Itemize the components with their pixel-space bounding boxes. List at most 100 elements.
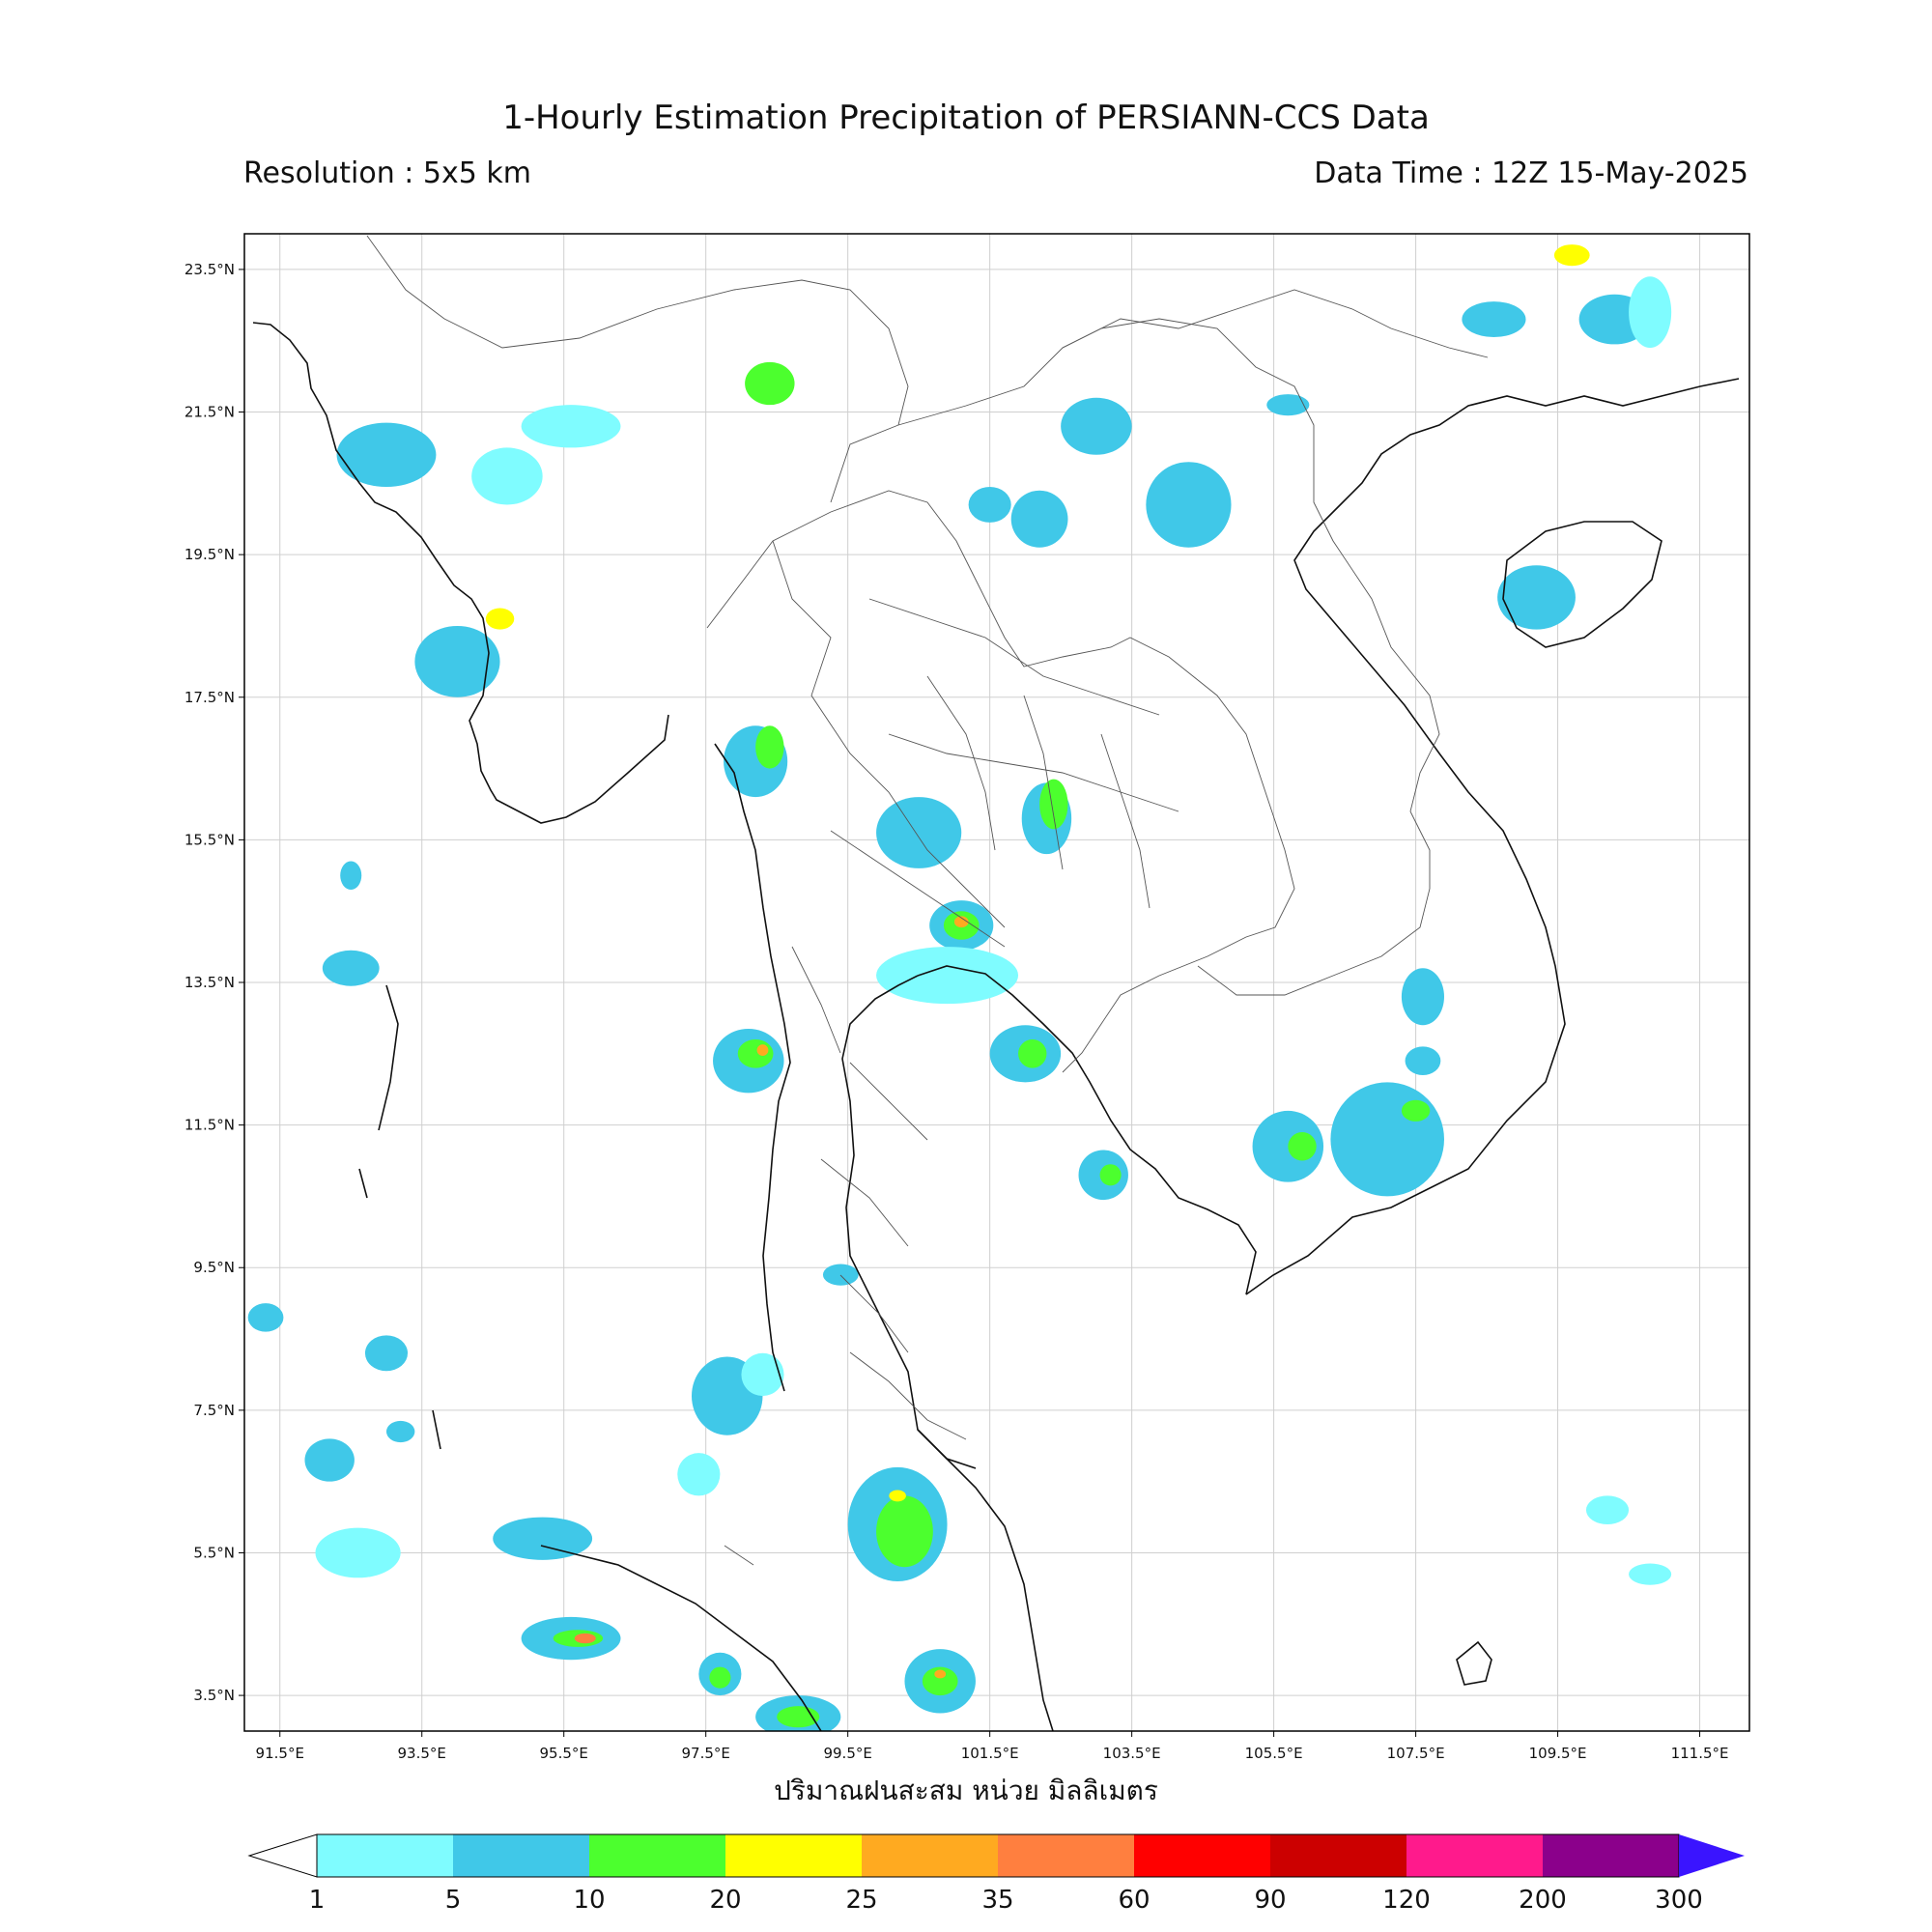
border-china — [1062, 289, 1489, 358]
colorbar-box — [317, 1834, 453, 1877]
colorbar-under-arrow — [247, 1833, 318, 1878]
colorbar-box — [725, 1834, 862, 1877]
lat-tick-label: 19.5°N — [185, 546, 235, 563]
rain-cell — [1018, 1039, 1047, 1068]
colorbar-box — [1270, 1834, 1406, 1877]
rain-cell — [1039, 779, 1068, 830]
rain-cell — [1585, 1495, 1630, 1524]
border-myanmar — [366, 235, 909, 426]
colorbar-level-label: 25 — [845, 1886, 877, 1915]
lat-tick-label: 21.5°N — [185, 404, 235, 421]
axis-ticks: 91.5°E 93.5°E 95.5°E 97.5°E 99.5°E 101.5°E 103… — [185, 261, 1729, 1762]
rain-cell — [1099, 1164, 1122, 1186]
rain-cell — [737, 1039, 774, 1068]
border-laos — [830, 318, 1440, 812]
resolution-label: Resolution : 5x5 km — [243, 156, 531, 190]
coastline-sumatra — [540, 1545, 822, 1731]
province-mesh — [772, 540, 1179, 1353]
colorbar-box — [862, 1834, 998, 1877]
colorbar-boxes — [316, 1833, 1680, 1878]
data-time-label: Data Time : 12Z 15-May-2025 — [1314, 156, 1748, 190]
coastline-thailand-west — [714, 743, 791, 1392]
colorbar-box — [1543, 1834, 1679, 1877]
rain-cell — [364, 1335, 409, 1372]
lat-tick-label: 3.5°N — [193, 1687, 235, 1704]
rain-cell — [953, 916, 969, 928]
rain-cell — [521, 405, 621, 448]
coastline-myanmar — [252, 322, 669, 824]
rain-cell — [385, 1420, 415, 1443]
lon-tick-label: 107.5°E — [1387, 1745, 1445, 1762]
colorbar-level-label: 200 — [1519, 1886, 1567, 1915]
lon-tick-label: 111.5°E — [1671, 1745, 1729, 1762]
colorbar-level-label: 35 — [981, 1886, 1013, 1915]
rain-cell — [1330, 1082, 1444, 1197]
rain-cell — [922, 1666, 958, 1696]
colorbar-level-label: 300 — [1655, 1886, 1703, 1915]
lat-tick-label: 11.5°N — [185, 1117, 235, 1134]
rain-cell — [756, 1044, 769, 1057]
rain-cell — [1553, 244, 1590, 267]
rain-cell — [574, 1633, 596, 1644]
map-title: 1-Hourly Estimation Precipitation of PER… — [502, 99, 1430, 137]
rain-field — [247, 244, 1672, 1731]
border-cambodia — [1197, 810, 1431, 996]
rain-cell — [876, 1495, 933, 1568]
lon-tick-label: 101.5°E — [961, 1745, 1019, 1762]
rain-cell — [493, 1517, 593, 1560]
rain-cell — [1629, 276, 1672, 349]
border-malaysia — [724, 1351, 967, 1566]
coastline-andaman — [358, 984, 441, 1450]
colorbar-box — [998, 1834, 1134, 1877]
rain-cell — [876, 797, 962, 868]
land-boundaries — [252, 322, 1740, 1731]
rain-cell — [1288, 1132, 1317, 1161]
colorbar-level-label: 1 — [309, 1886, 326, 1915]
lat-tick-label: 23.5°N — [185, 261, 235, 278]
colorbar-level-label: 20 — [709, 1886, 741, 1915]
rain-cell — [934, 1669, 947, 1679]
rain-cell — [741, 1352, 784, 1397]
rain-cell — [1252, 1110, 1324, 1182]
colorbar-label: ปริมาณฝนสะสม หน่วย มิลลิเมตร — [774, 1775, 1158, 1806]
lat-tick-label: 13.5°N — [185, 974, 235, 991]
coastline-gulf-thailand — [841, 975, 977, 1469]
lat-tick-label: 15.5°N — [185, 831, 235, 848]
lon-tick-label: 109.5°E — [1529, 1745, 1587, 1762]
colorbar-level-label: 120 — [1382, 1886, 1431, 1915]
lon-tick-label: 105.5°E — [1245, 1745, 1303, 1762]
rain-cell — [336, 422, 437, 488]
admin-boundaries — [366, 235, 1489, 1566]
lon-tick-label: 91.5°E — [256, 1745, 304, 1762]
rain-cell — [247, 1303, 284, 1332]
rain-cell — [1061, 397, 1132, 455]
lat-tick-label: 9.5°N — [193, 1259, 235, 1276]
rain-cell — [677, 1453, 721, 1496]
colorbar-level-label: 60 — [1118, 1886, 1150, 1915]
lon-tick-label: 99.5°E — [823, 1745, 871, 1762]
colorbar-labels: 1 5 10 20 25 35 60 90 120 200 300 — [309, 1886, 1703, 1915]
rain-cell — [1401, 968, 1444, 1026]
colorbar: 1 5 10 20 25 35 60 90 120 200 300 — [247, 1833, 1745, 1915]
colorbar-box — [589, 1834, 725, 1877]
rain-cell — [822, 1264, 859, 1286]
colorbar-box — [1134, 1834, 1270, 1877]
rain-cell — [315, 1527, 401, 1578]
coastline-hainan — [1502, 521, 1662, 648]
rain-cell — [485, 608, 515, 630]
rain-cell — [1266, 394, 1310, 416]
rain-cell — [340, 861, 362, 891]
rain-cell — [1462, 301, 1526, 338]
rain-cell — [1146, 462, 1232, 548]
coastline-vietnam — [1245, 378, 1740, 1295]
rain-cell — [968, 487, 1011, 523]
rain-cell — [1010, 490, 1068, 548]
rain-cell — [471, 447, 543, 505]
lon-tick-label: 95.5°E — [540, 1745, 588, 1762]
lat-tick-label: 5.5°N — [193, 1544, 235, 1561]
rain-cell — [755, 725, 784, 769]
colorbar-box — [1406, 1834, 1543, 1877]
rain-cell — [322, 950, 380, 986]
colorbar-level-label: 5 — [445, 1886, 462, 1915]
